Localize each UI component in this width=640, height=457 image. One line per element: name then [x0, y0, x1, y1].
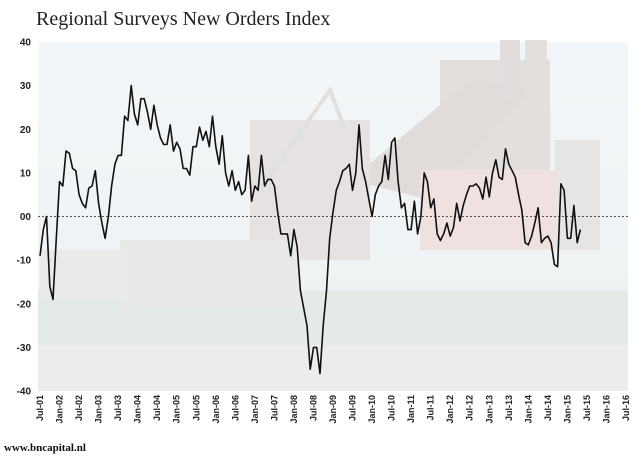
x-tick-label: Jul-13 — [504, 395, 514, 421]
y-tick-label: 30 — [20, 81, 32, 92]
x-tick-label: Jan-06 — [211, 395, 221, 424]
y-tick-label: -20 — [17, 299, 32, 310]
y-tick-label: 00 — [20, 212, 32, 223]
x-tick-label: Jan-05 — [172, 395, 182, 424]
x-tick-label: Jul-02 — [74, 395, 84, 421]
x-tick-label: Jul-12 — [465, 395, 475, 421]
x-tick-label: Jul-09 — [348, 395, 358, 421]
x-tick-label: Jan-10 — [367, 395, 377, 424]
x-tick-label: Jul-05 — [191, 395, 201, 421]
x-tick-label: Jul-10 — [387, 395, 397, 421]
x-tick-label: Jan-11 — [406, 395, 416, 423]
x-tick-label: Jan-14 — [523, 395, 533, 424]
x-tick-label: Jan-16 — [602, 395, 612, 424]
x-tick-label: Jan-12 — [445, 395, 455, 424]
y-axis: 40 30 20 10 00 -10 -20 -30 -40 — [17, 38, 32, 398]
x-tick-label: Jul-08 — [309, 395, 319, 421]
y-tick-label: -40 — [17, 387, 32, 398]
x-tick-label: Jan-02 — [55, 395, 65, 424]
x-tick-label: Jan-15 — [562, 395, 572, 424]
x-tick-label: Jan-03 — [94, 395, 104, 424]
x-tick-label: Jan-04 — [133, 395, 143, 424]
x-tick-label: Jul-04 — [152, 395, 162, 421]
x-tick-label: Jul-11 — [426, 395, 436, 421]
y-tick-label: 40 — [20, 38, 32, 49]
x-tick-label: Jan-09 — [328, 395, 338, 424]
x-tick-label: Jul-15 — [582, 395, 592, 421]
x-tick-label: Jul-16 — [621, 395, 631, 421]
new-orders-series-line — [39, 84, 582, 375]
source-credit: www.bncapital.nl — [4, 442, 86, 454]
x-axis: Jul-01 Jan-02 Jul-02 Jan-03 Jul-03 Jan-04 Jul-… — [35, 395, 631, 424]
y-tick-label: 20 — [20, 125, 32, 136]
chart-title: Regional Surveys New Orders Index — [36, 8, 331, 30]
x-tick-label: Jan-13 — [484, 395, 494, 424]
y-tick-label: -30 — [17, 343, 32, 354]
x-tick-label: Jul-06 — [230, 395, 240, 421]
x-tick-label: Jul-14 — [543, 395, 553, 421]
x-tick-label: Jul-07 — [269, 395, 279, 421]
y-tick-label: 10 — [20, 168, 32, 179]
x-tick-label: Jul-01 — [35, 395, 45, 421]
x-tick-label: Jul-03 — [113, 395, 123, 421]
x-tick-label: Jan-08 — [289, 395, 299, 424]
y-tick-label: -10 — [17, 256, 32, 267]
x-tick-label: Jan-07 — [250, 395, 260, 424]
